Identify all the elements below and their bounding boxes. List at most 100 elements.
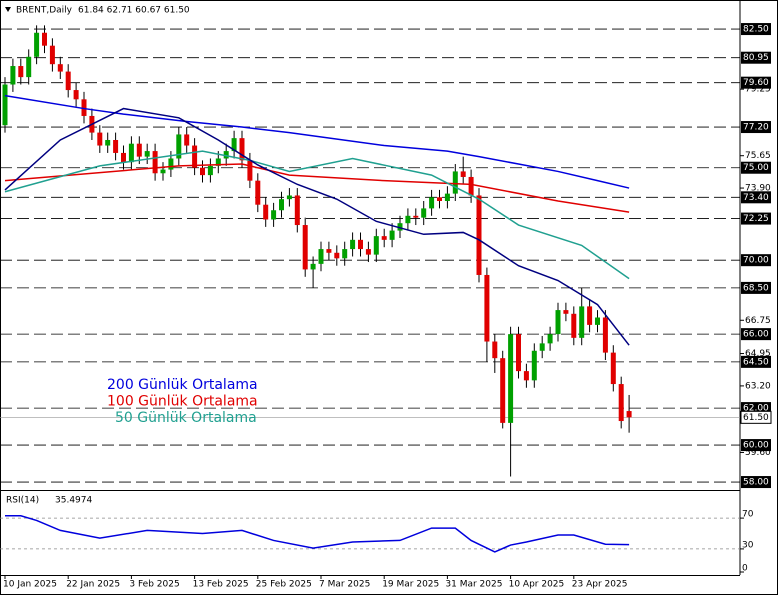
candle-body [168, 158, 174, 170]
moving-average [4, 150, 630, 280]
level-label-box [741, 51, 771, 64]
y-tick-label: 64.95 [745, 349, 771, 359]
candle-body [128, 143, 134, 163]
candle-body [587, 306, 593, 325]
candle-body [200, 167, 205, 176]
candle-body [97, 132, 103, 146]
level-label: 72.25 [743, 214, 769, 224]
price-label: 61.50 [743, 413, 769, 423]
candle-body [610, 352, 616, 385]
legend-entry: 50 Günlük Ortalama [115, 410, 257, 426]
level-label-box [741, 355, 771, 368]
ohlc-values: 61.84 62.71 60.67 61.50 [78, 6, 190, 16]
candle-body [57, 64, 63, 72]
candle-body [602, 317, 608, 353]
candle-body [444, 193, 450, 202]
y-tick-label: 59.60 [745, 448, 771, 458]
candle-body [460, 171, 466, 177]
level-label: 58.00 [743, 478, 769, 488]
level-label-box [741, 328, 771, 341]
candle-body [508, 334, 514, 423]
level-label-box [741, 212, 771, 225]
level-label: 77.20 [743, 123, 769, 133]
x-tick-label: 10 Apr 2025 [509, 580, 565, 590]
y-tick-label: 66.75 [745, 316, 771, 326]
level-label-box [741, 76, 771, 89]
candle-body [539, 343, 545, 351]
level-label-box [741, 476, 771, 489]
candle-body [571, 313, 577, 338]
x-tick-label: 19 Mar 2025 [382, 580, 439, 590]
candle-body [381, 236, 387, 240]
candle-body [215, 158, 221, 166]
level-label: 64.50 [743, 357, 769, 367]
candle-body [81, 99, 87, 116]
moving-average [4, 94, 630, 189]
candle-body [231, 138, 237, 152]
candle-body [184, 134, 190, 146]
level-label-box [741, 121, 771, 134]
candle-body [389, 230, 395, 240]
moving-average [4, 163, 630, 213]
candle-body [271, 210, 277, 220]
candle-body [42, 32, 47, 46]
level-label-box [741, 254, 771, 267]
rsi-line [5, 515, 630, 553]
candle-body [247, 160, 253, 181]
legend-entry: 100 Günlük Ortalama [107, 394, 258, 410]
candle-body [18, 66, 24, 78]
candle-body [65, 71, 71, 91]
candle-body [279, 199, 284, 211]
candle-body [34, 32, 40, 57]
y-tick-label: 63.20 [745, 381, 771, 391]
rsi-tick-label: 0 [742, 564, 748, 574]
level-label: 82.50 [743, 25, 769, 35]
candle-body [595, 317, 600, 325]
candle-body [413, 215, 419, 218]
x-tick-label: 3 Feb 2025 [129, 580, 179, 590]
level-label: 70.00 [743, 256, 769, 266]
moving-average [4, 107, 630, 346]
candle-body [405, 215, 411, 224]
level-label-box [741, 161, 771, 174]
candle-body [192, 145, 198, 168]
candle-body [10, 66, 16, 85]
level-label: 62.00 [743, 404, 769, 414]
candle-body [223, 151, 229, 159]
candle-body [318, 249, 324, 264]
level-label-box [741, 191, 771, 204]
y-tick-label: 75.65 [745, 151, 771, 161]
candle-body [437, 197, 442, 202]
x-tick-label: 23 Apr 2025 [572, 580, 628, 590]
level-label-box [741, 23, 771, 36]
candle-body [492, 341, 498, 359]
level-label: 79.60 [743, 78, 769, 88]
menu-arrow[interactable] [5, 7, 11, 12]
rsi-value: 35.4974 [55, 496, 92, 506]
candle-body [239, 138, 245, 161]
candle-body [302, 225, 308, 270]
candle-body [531, 350, 537, 381]
candle-body [294, 195, 300, 226]
candle-body [563, 310, 569, 314]
candle-body [2, 84, 8, 126]
candle-body [26, 56, 32, 78]
candle-body [263, 204, 269, 220]
candle-body [516, 334, 521, 372]
candle-body [626, 411, 632, 418]
level-label: 73.40 [743, 193, 769, 203]
candle-body [468, 176, 474, 196]
candle-body [547, 334, 553, 344]
price-label-box [740, 410, 772, 424]
candle-body [579, 306, 585, 338]
candle-body [365, 249, 371, 255]
candle-body [136, 143, 142, 157]
candle-body [113, 139, 119, 153]
candle-body [373, 236, 379, 255]
candle-body [207, 165, 213, 176]
candle-body [334, 252, 340, 259]
level-label: 80.95 [743, 53, 769, 63]
legend-entry: 200 Günlük Ortalama [107, 377, 258, 393]
